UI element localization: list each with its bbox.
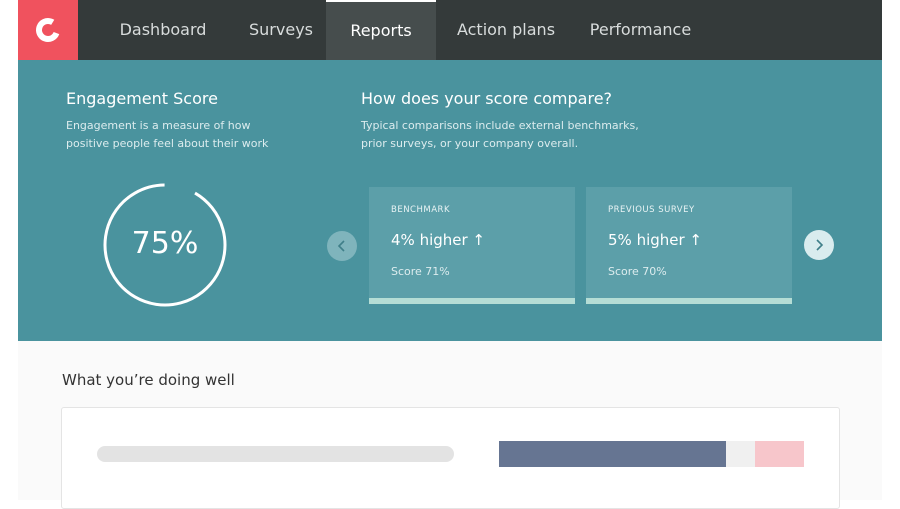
engagement-panel: Engagement Score Engagement is a measure… [18, 60, 882, 341]
nav-item[interactable]: Surveys [249, 20, 313, 39]
comparison-description: Typical comparisons include external ben… [361, 119, 639, 150]
comparison-card: BENCHMARK 4% higher ↑ Score 71% [369, 187, 575, 304]
nav-item[interactable]: Dashboard [119, 20, 207, 39]
score-ring [103, 183, 227, 307]
bar-segment [755, 441, 804, 467]
card-detail: Score 71% [391, 265, 450, 278]
prev-button[interactable] [326, 230, 358, 262]
item-card [61, 407, 840, 509]
nav-bar: Dashboard Surveys Reports Action plans P… [18, 0, 882, 60]
engagement-title: Engagement Score [66, 89, 218, 108]
logo-icon [36, 18, 60, 42]
card-headline: 4% higher ↑ [391, 231, 485, 249]
bar-segment [499, 441, 726, 467]
engagement-description: Engagement is a measure of how positive … [66, 119, 269, 150]
nav-item[interactable]: Performance [589, 20, 692, 39]
card-headline: 5% higher ↑ [608, 231, 702, 249]
comparison-title: How does your score compare? [361, 89, 613, 108]
nav-item[interactable]: Reports [326, 0, 436, 60]
card-label: BENCHMARK [391, 205, 451, 215]
logo[interactable] [18, 0, 78, 60]
score-value: 75% [131, 226, 199, 261]
bar-segment [726, 441, 755, 467]
placeholder-bar [97, 446, 454, 462]
comparison-card: PREVIOUS SURVEY 5% higher ↑ Score 70% [586, 187, 792, 304]
section-title: What you’re doing well [62, 371, 235, 389]
nav-item[interactable]: Action plans [456, 20, 556, 39]
next-button[interactable] [803, 229, 835, 261]
card-label: PREVIOUS SURVEY [608, 205, 695, 215]
lower-panel: What you’re doing well [18, 341, 882, 509]
card-detail: Score 70% [608, 265, 667, 278]
